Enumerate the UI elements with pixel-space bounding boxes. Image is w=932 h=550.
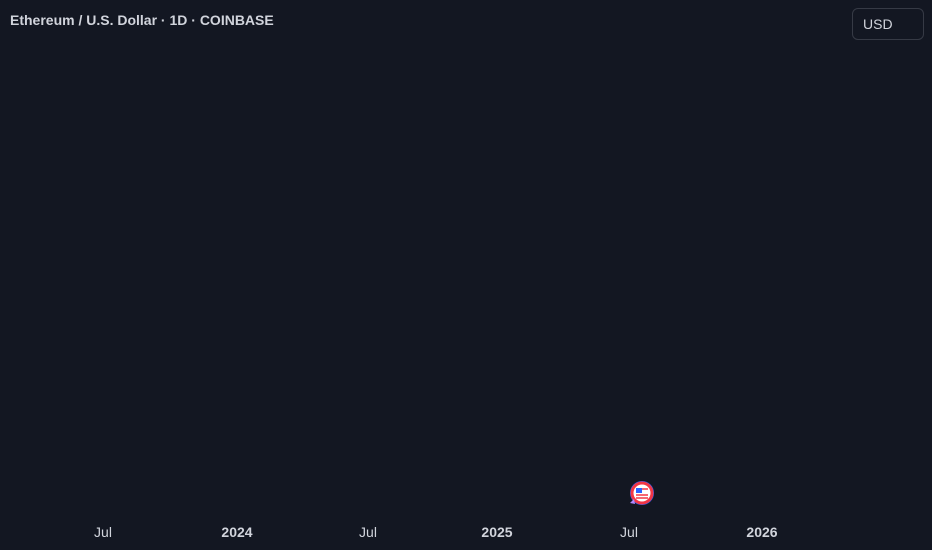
chart-title: Ethereum / U.S. Dollar · 1D · COINBASE bbox=[10, 12, 274, 28]
x-axis-tick-label: 2026 bbox=[746, 524, 777, 540]
x-axis-tick-label: Jul bbox=[359, 524, 377, 540]
x-axis-tick-label: 2025 bbox=[481, 524, 512, 540]
x-axis-tick-label: Jul bbox=[94, 524, 112, 540]
us-flag-icon[interactable] bbox=[627, 478, 657, 508]
currency-button[interactable]: USD bbox=[852, 8, 924, 40]
x-axis-tick-label: Jul bbox=[620, 524, 638, 540]
x-axis-tick-label: 2024 bbox=[221, 524, 252, 540]
